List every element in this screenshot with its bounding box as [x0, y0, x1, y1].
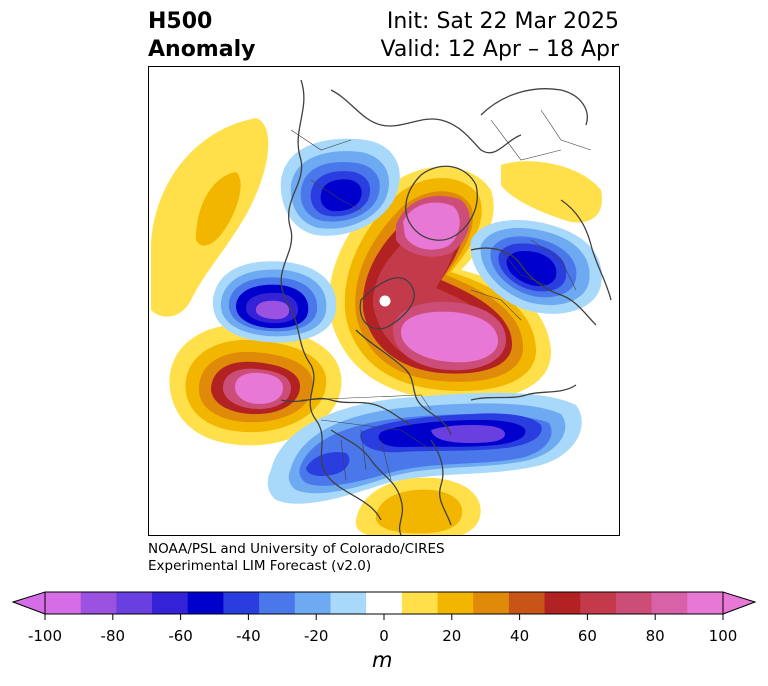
colorbar-cell	[80, 592, 117, 614]
colorbar-extend-high	[722, 591, 757, 615]
init-date: Init: Sat 22 Mar 2025	[386, 9, 619, 34]
colorbar-cell	[473, 592, 510, 614]
credit-line2: Experimental LIM Forecast (v2.0)	[148, 558, 372, 574]
colorbar-cell	[401, 592, 439, 614]
anomaly-positive-east	[501, 161, 602, 223]
colorbar-cell	[687, 592, 724, 614]
colorbar-tick-label: 100	[708, 627, 738, 645]
anomaly-negative-europe	[470, 220, 602, 314]
colorbar-tick-label: 40	[510, 627, 530, 645]
colorbar-tick-label: 80	[645, 627, 665, 645]
colorbar	[11, 591, 757, 620]
colorbar-cell	[651, 592, 688, 614]
anomaly-negative-north	[280, 138, 400, 236]
anomaly-positive-arctic	[329, 166, 552, 401]
anomaly-positive-pacific	[151, 118, 269, 317]
colorbar-unit: m	[372, 648, 393, 672]
map-canvas	[149, 67, 619, 535]
colorbar-tick-label: 0	[379, 627, 389, 645]
title-field: Anomaly	[148, 37, 256, 62]
title-variable: H500	[148, 9, 213, 34]
forecast-dates: Init: Sat 22 Mar 2025 Valid: 12 Apr – 18…	[381, 8, 620, 64]
colorbar-cell	[330, 592, 367, 614]
colorbar-outline	[44, 591, 724, 615]
colorbar-tick-label: 60	[577, 627, 597, 645]
anomaly-negative-atlantic	[267, 392, 582, 504]
colorbar-cell	[294, 592, 331, 614]
colorbar-cell	[187, 592, 224, 614]
credit-line1: NOAA/PSL and University of Colorado/CIRE…	[148, 541, 445, 557]
valid-range: Valid: 12 Apr – 18 Apr	[380, 37, 620, 62]
colorbar-cell	[259, 592, 296, 614]
colorbar-cell	[45, 592, 82, 614]
credit: NOAA/PSL and University of Colorado/CIRE…	[148, 541, 445, 575]
colorbar-cell	[223, 592, 260, 614]
colorbar-tick-label: 20	[442, 627, 462, 645]
colorbar-cell	[366, 592, 403, 614]
anomaly-negative-pacific	[212, 261, 337, 343]
north-pole-marker	[379, 295, 391, 307]
map-title: H500 Anomaly	[148, 8, 255, 64]
colorbar-cell	[437, 592, 474, 614]
anomaly-map	[148, 66, 620, 536]
colorbar-extend-low	[11, 591, 46, 615]
colorbar-tick-label: -40	[236, 627, 261, 645]
anomaly-positive-northeast-pacific	[169, 324, 342, 446]
colorbar-tick-label: -60	[168, 627, 193, 645]
colorbar-tick-label: -100	[27, 627, 63, 645]
coastlines	[280, 79, 612, 535]
colorbar-cell	[508, 592, 546, 614]
colorbar-cell	[544, 592, 581, 614]
colorbar-cell	[615, 592, 653, 614]
colorbar-tick-label: -80	[100, 627, 126, 645]
colorbar-cell	[580, 592, 617, 614]
colorbar-cell	[152, 592, 189, 614]
political-borders	[290, 109, 592, 481]
colorbar-cell	[116, 592, 153, 614]
colorbar-tick-label: -20	[303, 627, 329, 645]
